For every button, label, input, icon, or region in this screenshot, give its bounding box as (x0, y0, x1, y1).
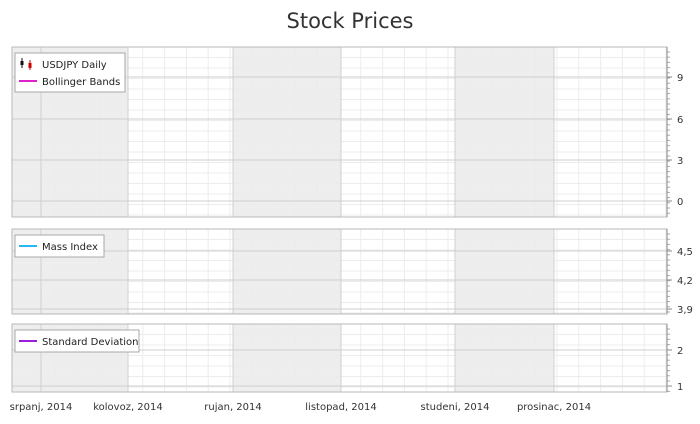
shaded-band (233, 47, 341, 217)
chart-title: Stock Prices (287, 9, 414, 33)
shaded-band (233, 324, 341, 392)
pane-2: 3,9 4,2 4,5 Mass Index (11, 228, 693, 316)
x-tick-label: prosinac, 2014 (517, 402, 591, 413)
shaded-band (455, 324, 554, 392)
pane-1: 0 3 6 9 USDJPY Daily Bollinger Bands (11, 46, 683, 218)
y-tick-label: 1 (677, 382, 683, 393)
shaded-band (455, 47, 554, 217)
x-tick-label: rujan, 2014 (204, 402, 262, 413)
x-axis: srpanj, 2014 kolovoz, 2014 rujan, 2014 list… (10, 402, 591, 413)
legend-label: Standard Deviation (42, 337, 139, 348)
legend-box (14, 234, 105, 258)
legend: Mass Index (14, 234, 105, 258)
legend-label: USDJPY Daily (42, 60, 107, 71)
y-tick-label: 3 (677, 156, 683, 167)
legend-box (14, 329, 140, 353)
y-tick-label: 4,2 (677, 276, 693, 287)
candlestick-icon (20, 58, 32, 70)
x-tick-label: listopad, 2014 (305, 402, 376, 413)
x-tick-label: kolovoz, 2014 (93, 402, 163, 413)
legend-label: Mass Index (42, 242, 98, 253)
legend: Standard Deviation (14, 329, 140, 353)
y-tick-label: 9 (677, 73, 683, 84)
x-tick-label: srpanj, 2014 (10, 402, 73, 413)
y-tick-label: 0 (677, 197, 683, 208)
y-tick-label: 4,5 (677, 247, 693, 258)
panes-layer: 0 3 6 9 USDJPY Daily Bollinger Bands 3,9 4,2 4,5… (11, 46, 693, 393)
y-tick-label: 2 (677, 346, 683, 357)
pane-3: 1 2 Standard Deviation (11, 323, 683, 393)
legend: USDJPY Daily Bollinger Bands (14, 52, 126, 93)
y-tick-label: 6 (677, 115, 683, 126)
legend-label: Bollinger Bands (42, 77, 120, 88)
y-tick-label: 3,9 (677, 305, 693, 316)
x-tick-label: studeni, 2014 (421, 402, 490, 413)
legend-box (14, 52, 126, 93)
